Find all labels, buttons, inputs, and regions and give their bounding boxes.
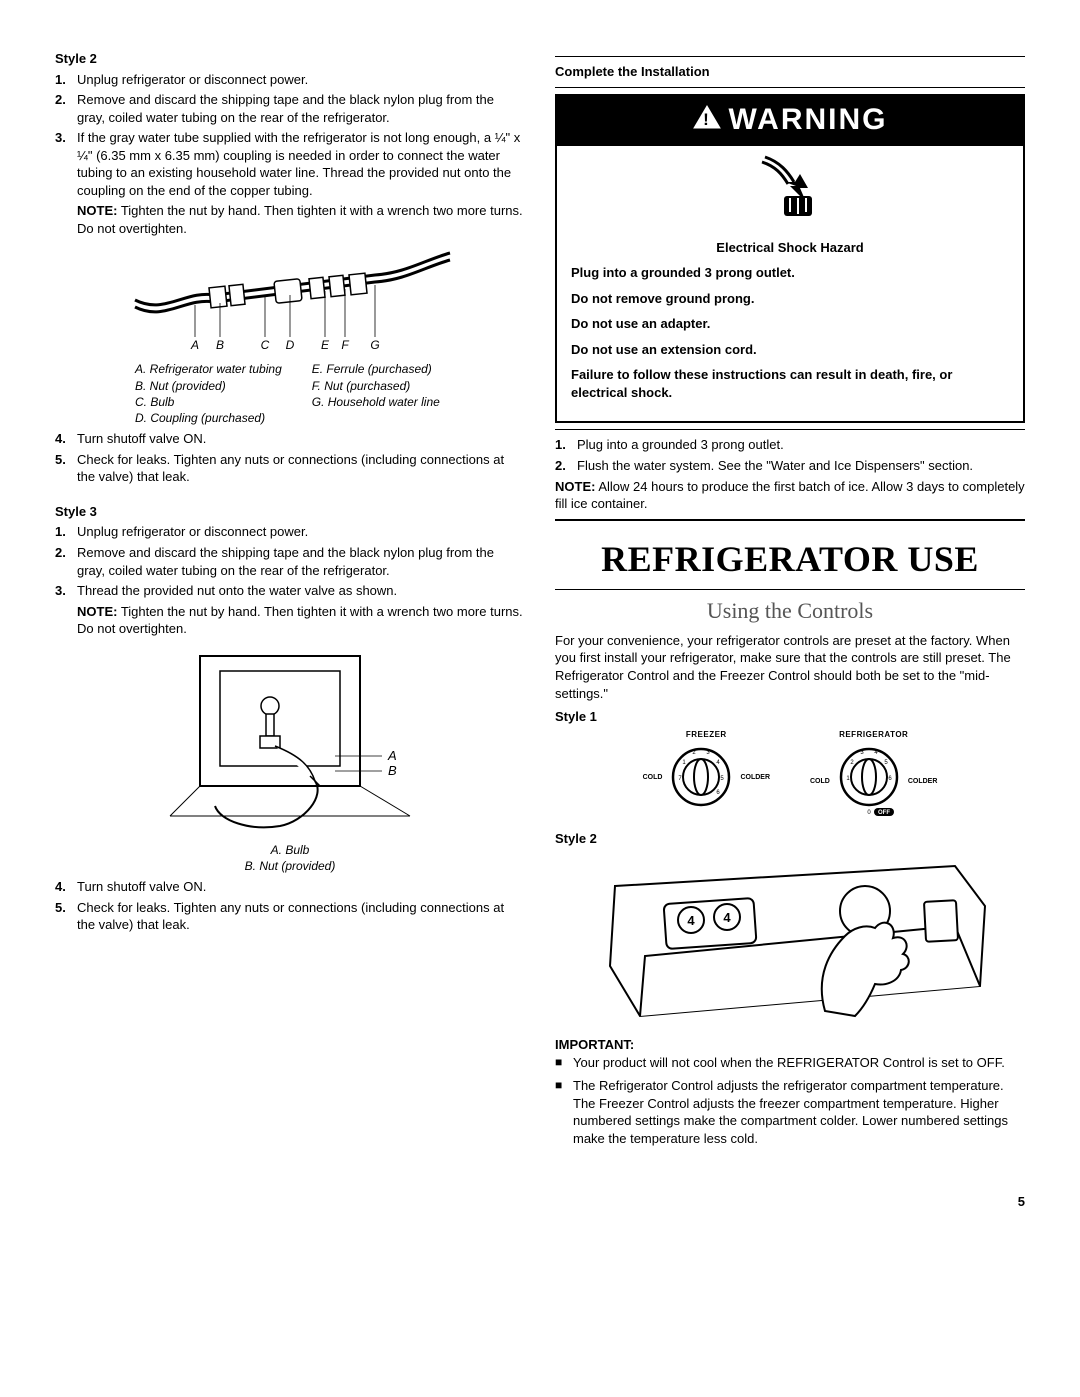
warning-box: ! WARNING — [555, 94, 1025, 424]
list-item: 2.Remove and discard the shipping tape a… — [55, 91, 525, 126]
refrigerator-dial: REFRIGERATOR COLD 123 456 0 OFF — [810, 730, 937, 821]
warning-banner: ! WARNING — [557, 96, 1023, 147]
list-item: 4.Turn shutoff valve ON. — [55, 430, 525, 448]
svg-text:1: 1 — [683, 760, 687, 766]
important-heading: IMPORTANT: — [555, 1036, 1025, 1054]
list-item: 3.If the gray water tube supplied with t… — [55, 129, 525, 199]
coupling-diagram: A B C D E F G — [55, 245, 525, 355]
right-column: Complete the Installation ! WARNING — [555, 50, 1025, 1153]
svg-text:6: 6 — [717, 790, 721, 796]
svg-text:B: B — [216, 338, 224, 352]
list-item: ■Your product will not cool when the REF… — [555, 1054, 1025, 1072]
divider — [555, 429, 1025, 430]
divider — [555, 87, 1025, 88]
divider-thick — [555, 519, 1025, 521]
warning-body: Electrical Shock Hazard Plug into a grou… — [557, 233, 1023, 422]
list-item: ■The Refrigerator Control adjusts the re… — [555, 1077, 1025, 1147]
list-item: 5.Check for leaks. Tighten any nuts or c… — [55, 899, 525, 934]
coupling-legend: A. Refrigerator water tubing B. Nut (pro… — [135, 361, 525, 426]
svg-text:7: 7 — [679, 776, 683, 782]
svg-text:4: 4 — [687, 913, 695, 928]
list-item: 2.Flush the water system. See the "Water… — [555, 457, 1025, 475]
control-panel-diagram: 4 4 — [555, 856, 1025, 1026]
list-item: 1.Unplug refrigerator or disconnect powe… — [55, 523, 525, 541]
svg-text:5: 5 — [721, 776, 725, 782]
freezer-dial: FREEZER COLD 123 456 7 COLDER — [643, 730, 770, 821]
style2-list-after: 4.Turn shutoff valve ON. 5.Check for lea… — [55, 430, 525, 486]
svg-text:G: G — [370, 338, 379, 352]
style3-list: 1.Unplug refrigerator or disconnect powe… — [55, 523, 525, 599]
svg-text:A: A — [387, 748, 397, 763]
svg-text:0: 0 — [867, 810, 871, 816]
left-column: Style 2 1.Unplug refrigerator or disconn… — [55, 50, 525, 1153]
svg-text:2: 2 — [693, 750, 697, 756]
style3-list-after: 4.Turn shutoff valve ON. 5.Check for lea… — [55, 878, 525, 934]
list-item: 3.Thread the provided nut onto the water… — [55, 582, 525, 600]
svg-text:6: 6 — [888, 776, 892, 782]
page-content: Style 2 1.Unplug refrigerator or disconn… — [55, 50, 1025, 1153]
section-title: REFRIGERATOR USE — [555, 535, 1025, 584]
svg-text:4: 4 — [717, 760, 721, 766]
svg-text:4: 4 — [723, 910, 731, 925]
list-item: 4.Turn shutoff valve ON. — [55, 878, 525, 896]
list-item: 2.Remove and discard the shipping tape a… — [55, 544, 525, 579]
warning-triangle-icon: ! — [693, 100, 721, 141]
divider — [555, 589, 1025, 590]
post-warning-list: 1.Plug into a grounded 3 prong outlet. 2… — [555, 436, 1025, 474]
svg-text:E: E — [321, 338, 330, 352]
svg-text:C: C — [261, 338, 270, 352]
controls-style2-heading: Style 2 — [555, 830, 1025, 848]
svg-text:3: 3 — [860, 750, 864, 756]
post-warning-note: NOTE: Allow 24 hours to produce the firs… — [555, 478, 1025, 513]
svg-text:F: F — [341, 338, 349, 352]
svg-text:2: 2 — [850, 760, 854, 766]
install-heading: Complete the Installation — [555, 63, 1025, 81]
page-number: 5 — [55, 1193, 1025, 1211]
important-list: ■Your product will not cool when the REF… — [555, 1054, 1025, 1148]
list-item: 5.Check for leaks. Tighten any nuts or c… — [55, 451, 525, 486]
style2-heading: Style 2 — [55, 50, 525, 68]
controls-intro: For your convenience, your refrigerator … — [555, 632, 1025, 702]
controls-style1-heading: Style 1 — [555, 708, 1025, 726]
svg-text:5: 5 — [884, 760, 888, 766]
svg-text:A: A — [190, 338, 199, 352]
valve-diagram: A B — [55, 646, 525, 836]
style3-heading: Style 3 — [55, 503, 525, 521]
list-item: 1.Unplug refrigerator or disconnect powe… — [55, 71, 525, 89]
shock-hazard-icon — [557, 146, 1023, 233]
subsection-title: Using the Controls — [555, 596, 1025, 626]
style2-list: 1.Unplug refrigerator or disconnect powe… — [55, 71, 525, 200]
svg-text:B: B — [388, 763, 397, 778]
style3-note: NOTE: Tighten the nut by hand. Then tigh… — [77, 603, 525, 638]
svg-text:!: ! — [703, 110, 711, 129]
divider — [555, 56, 1025, 57]
valve-legend: A. Bulb B. Nut (provided) — [55, 842, 525, 874]
svg-text:OFF: OFF — [878, 810, 890, 816]
style2-note: NOTE: Tighten the nut by hand. Then tigh… — [77, 202, 525, 237]
svg-text:1: 1 — [846, 776, 850, 782]
dial-diagram-row: FREEZER COLD 123 456 7 COLDER — [555, 730, 1025, 821]
list-item: 1.Plug into a grounded 3 prong outlet. — [555, 436, 1025, 454]
svg-text:D: D — [286, 338, 295, 352]
